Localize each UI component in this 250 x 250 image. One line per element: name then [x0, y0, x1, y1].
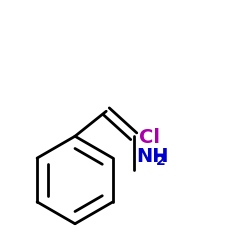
Text: NH: NH: [136, 147, 169, 166]
Text: 2: 2: [156, 154, 166, 168]
Text: Cl: Cl: [139, 128, 160, 147]
